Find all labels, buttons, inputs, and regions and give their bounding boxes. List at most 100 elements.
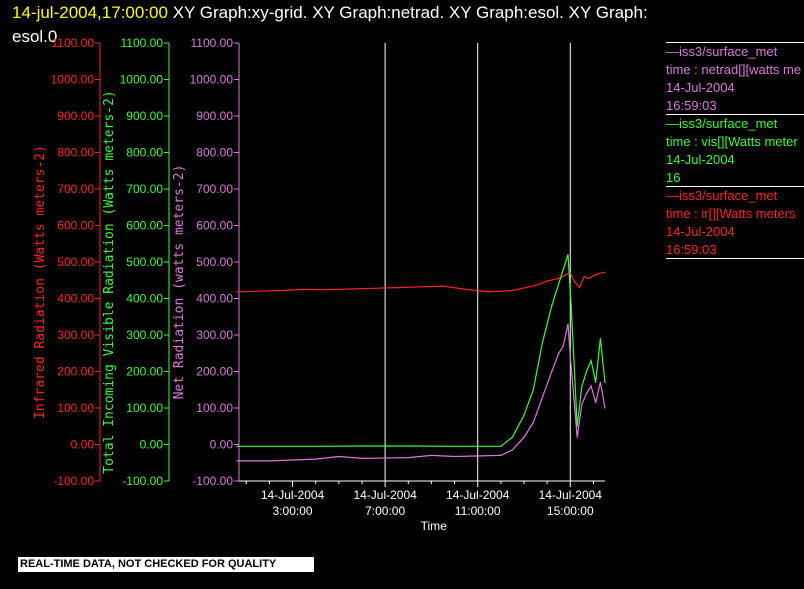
vis-axis-title: Total Incoming Visible Radiation (Watts …	[102, 90, 117, 474]
data-point-ir	[488, 291, 490, 293]
legend-date: 14-Jul-2004	[666, 152, 735, 167]
vis-tick-label: 500.00	[126, 255, 163, 269]
data-point-vis	[523, 414, 525, 416]
vis-tick-label: 100.00	[126, 401, 163, 415]
data-point-vis	[236, 445, 238, 447]
data-point-vis	[407, 445, 409, 447]
legend-time: 16:59:03	[666, 98, 717, 113]
data-point-netrad	[569, 356, 571, 358]
legend-source: —iss3/surface_met	[666, 188, 778, 203]
data-point-netrad	[268, 460, 270, 462]
chart-title-line-1: 14-jul-2004,17:00:00 XY Graph:xy-grid. X…	[12, 2, 648, 24]
data-point-netrad	[576, 436, 578, 438]
data-point-netrad	[523, 436, 525, 438]
data-point-netrad	[599, 381, 602, 383]
data-point-ir	[574, 281, 576, 283]
data-point-ir	[303, 288, 305, 290]
legend-separator	[666, 258, 804, 259]
data-point-netrad	[407, 457, 409, 459]
data-point-netrad	[511, 449, 513, 451]
x-tick-label-time: 15:00:00	[547, 504, 594, 518]
data-point-vis	[585, 370, 588, 373]
legend-separator	[666, 114, 804, 115]
netrad-tick-label: 900.00	[196, 109, 233, 123]
ir-tick-label: 500.00	[57, 255, 94, 269]
netrad-tick-label: 300.00	[196, 328, 233, 342]
data-point-netrad	[585, 392, 588, 394]
data-point-ir	[373, 287, 375, 289]
ir-tick-label: 100.00	[57, 401, 94, 415]
data-point-ir	[442, 285, 444, 287]
data-point-vis	[569, 290, 571, 292]
data-point-netrad	[604, 407, 606, 409]
data-point-vis	[562, 268, 564, 270]
data-point-vis	[541, 341, 544, 343]
legend-time: 16	[666, 170, 681, 185]
legend-separator	[666, 186, 804, 187]
x-tick-label-time: 3:00:00	[273, 504, 313, 518]
data-point-vis	[454, 445, 456, 447]
legend-field: time : ir[][Watts meters	[666, 206, 796, 221]
data-point-ir	[326, 289, 328, 291]
vis-tick-label: 600.00	[126, 219, 163, 233]
data-point-vis	[268, 445, 270, 447]
x-tick-label-date: 14-Jul-2004	[261, 488, 325, 502]
data-point-ir	[511, 289, 513, 292]
data-point-netrad	[581, 403, 583, 405]
data-point-vis	[558, 283, 560, 285]
netrad-tick-label: 600.00	[196, 219, 233, 233]
data-point-vis	[595, 381, 597, 383]
netrad-tick-label: 200.00	[196, 365, 233, 379]
data-point-netrad	[361, 457, 363, 459]
ir-tick-label: 300.00	[57, 328, 94, 342]
data-point-vis	[500, 445, 502, 447]
data-point-vis	[361, 445, 363, 447]
netrad-tick-label: 100.00	[196, 401, 233, 415]
data-point-netrad	[532, 422, 534, 424]
data-point-netrad	[430, 454, 432, 456]
ir-tick-label: 1000.00	[51, 73, 95, 87]
data-point-netrad	[236, 460, 238, 462]
data-point-ir	[569, 272, 571, 274]
data-point-ir	[565, 274, 567, 276]
data-point-ir	[465, 288, 467, 290]
x-tick-label-date: 14-Jul-2004	[446, 488, 510, 502]
data-point-vis	[551, 305, 553, 307]
ir-tick-label: 1100.00	[52, 36, 95, 50]
ir-tick-label: 900.00	[57, 109, 94, 123]
data-point-ir	[280, 289, 282, 292]
data-point-vis	[581, 385, 583, 387]
data-point-ir	[419, 286, 421, 288]
vis-tick-label: 1100.00	[121, 36, 164, 50]
data-point-ir	[588, 277, 590, 279]
data-point-vis	[590, 360, 592, 362]
ir-tick-label: 200.00	[57, 365, 94, 379]
netrad-tick-label: 1000.00	[190, 73, 234, 87]
legend-date: 14-Jul-2004	[666, 80, 735, 95]
netrad-tick-label: 1100.00	[191, 36, 234, 50]
chart-title-line-2: esol.0	[12, 27, 58, 46]
data-point-ir	[583, 276, 585, 278]
x-tick-label-time: 11:00:00	[455, 504, 501, 518]
legend-separator	[666, 42, 804, 43]
legend-field: time : vis[][Watts meter	[666, 134, 798, 149]
quality-disclaimer: REAL-TIME DATA, NOT CHECKED FOR QUALITY	[18, 557, 314, 572]
vis-tick-label: -100.00	[122, 474, 163, 488]
data-point-netrad	[595, 401, 597, 404]
data-point-ir	[597, 273, 599, 275]
series-line-netrad	[237, 323, 606, 462]
vis-tick-label: 900.00	[126, 109, 163, 123]
x-axis-label: Time	[421, 519, 448, 533]
data-point-netrad	[541, 396, 544, 398]
ir-axis-title: Infrared Radiation (Watts meters-2)	[33, 145, 48, 419]
vis-tick-label: 400.00	[126, 292, 163, 306]
netrad-tick-label: 0.00	[210, 438, 234, 452]
data-point-ir	[546, 280, 548, 282]
legend-time: 16:59:03	[666, 242, 717, 257]
data-point-ir	[535, 284, 537, 286]
data-point-netrad	[500, 454, 502, 456]
data-point-ir	[257, 290, 259, 292]
data-point-vis	[567, 254, 569, 256]
data-point-netrad	[573, 396, 575, 398]
ir-tick-label: -100.00	[53, 474, 94, 488]
